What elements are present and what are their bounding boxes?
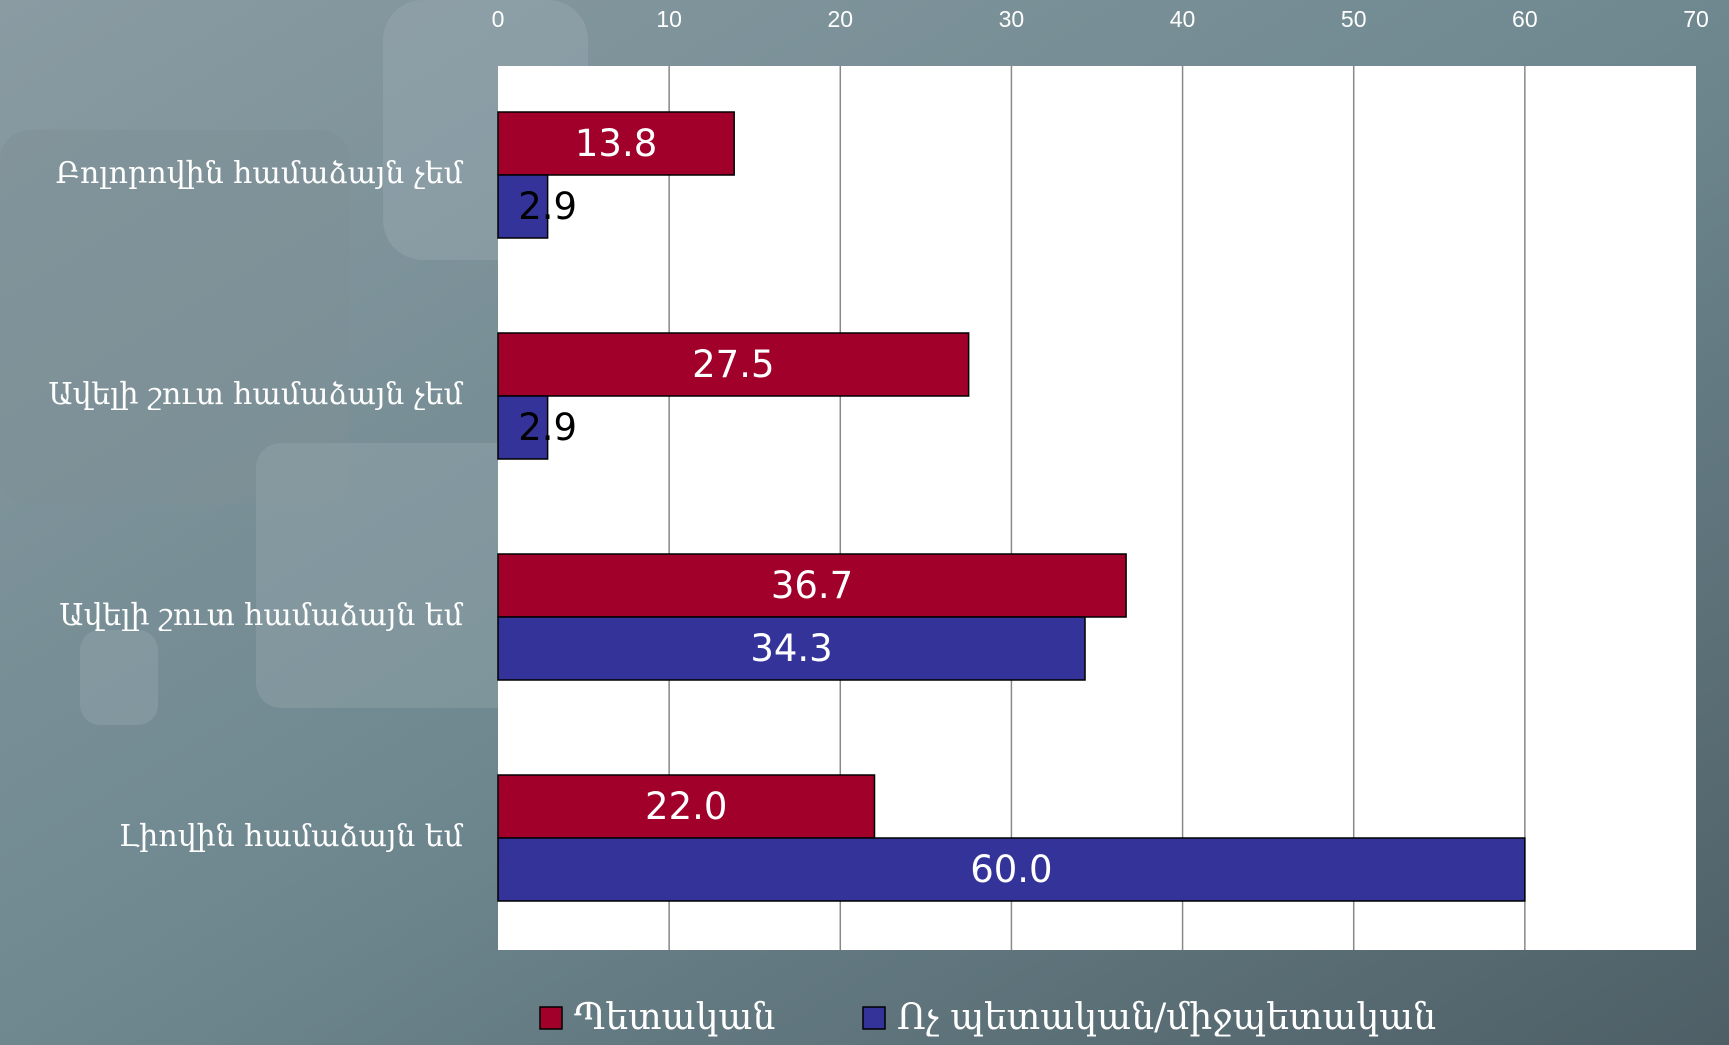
decoration: [0, 130, 350, 505]
x-tick-label: 30: [999, 6, 1025, 32]
legend-label: Պետական: [574, 997, 775, 1038]
bar: [497, 174, 549, 239]
x-tick-label: 60: [1512, 6, 1538, 32]
data-label: 2.9: [518, 185, 577, 228]
x-tick-label: 40: [1170, 6, 1196, 32]
legend-swatch: [539, 1006, 563, 1030]
x-tick-label: 50: [1341, 6, 1367, 32]
x-tick-label: 0: [492, 6, 505, 32]
data-label: 27.5: [692, 343, 774, 386]
x-tick-label: 70: [1683, 6, 1709, 32]
legend-swatch: [862, 1006, 886, 1030]
x-tick-label: 20: [827, 6, 853, 32]
category-label: Ավելի շուտ համաձայն չեմ: [48, 377, 463, 412]
data-label: 22.0: [645, 785, 727, 828]
bar: [497, 837, 1526, 902]
data-label: 13.8: [575, 122, 657, 165]
data-label: 34.3: [750, 627, 832, 670]
bar: [497, 774, 876, 839]
category-label: Լիովին համաձայն եմ: [119, 819, 464, 854]
bar: [497, 553, 1127, 618]
bar: [497, 616, 1086, 681]
data-label: 60.0: [970, 848, 1052, 891]
bar: [497, 395, 549, 460]
decoration: [256, 443, 556, 708]
decoration: [80, 630, 158, 725]
x-tick-label: 10: [656, 6, 682, 32]
bar: [497, 332, 970, 397]
legend-label: Ոչ պետական/միջպետական: [897, 997, 1436, 1038]
data-label: 2.9: [518, 406, 577, 449]
category-label: Բոլորովին համաձայն չեմ: [56, 156, 464, 191]
category-label: Ավելի շուտ համաձայն եմ: [59, 598, 463, 633]
data-label: 36.7: [771, 564, 853, 607]
bar: [497, 111, 735, 176]
